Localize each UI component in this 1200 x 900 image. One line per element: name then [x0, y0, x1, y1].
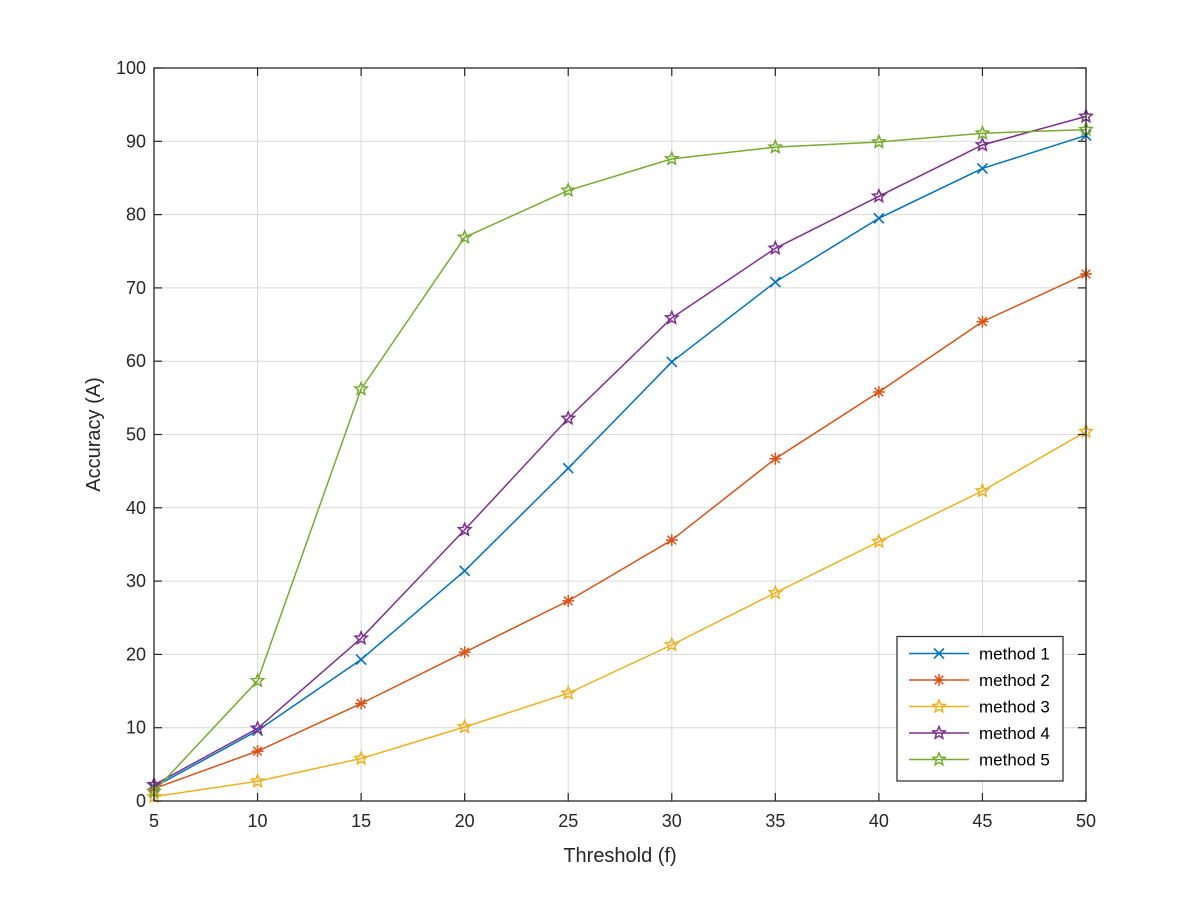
y-tick-label: 0: [136, 791, 146, 811]
data-point: [767, 138, 784, 155]
x-tick-label: 5: [149, 811, 159, 831]
data-point: [249, 719, 266, 736]
series-line: [153, 430, 1087, 798]
y-tick-label: 90: [126, 131, 146, 151]
data-point: [872, 385, 885, 398]
x-axis-label: Threshold (f): [563, 845, 676, 867]
x-tick-label: 15: [351, 811, 371, 831]
data-point: [666, 356, 678, 368]
data-point: [769, 276, 781, 288]
data-point: [251, 745, 264, 758]
legend-marker: [930, 751, 948, 767]
legend-label: method 4: [979, 724, 1050, 743]
legend-marker: [933, 647, 945, 660]
legend-label: method 5: [979, 751, 1050, 770]
data-point: [456, 228, 473, 245]
data-point: [456, 521, 473, 537]
legend: method 1 method 2 method 3 method 4 method 5: [896, 635, 1064, 782]
y-tick-label: 100: [116, 58, 146, 78]
data-point: [870, 533, 887, 549]
x-tick-label: 20: [455, 811, 475, 831]
series-line: [153, 128, 1087, 792]
x-tick-label: 30: [662, 811, 682, 831]
data-point: [976, 315, 989, 328]
data-point: [353, 629, 370, 646]
data-point: [663, 309, 680, 325]
series-layer: [145, 107, 1095, 804]
x-tick-label: 40: [869, 811, 889, 831]
data-point: [767, 584, 784, 600]
data-point: [974, 136, 991, 152]
data-point: [353, 380, 370, 396]
legend-item: method 5: [909, 751, 1050, 770]
legend-marker: [933, 674, 945, 686]
data-point: [560, 684, 577, 701]
data-point: [249, 772, 266, 789]
series-line: [153, 273, 1087, 790]
legend-item: method 2: [909, 671, 1050, 690]
data-point: [560, 181, 577, 198]
data-point: [663, 636, 680, 652]
y-tick-label: 10: [126, 718, 146, 738]
series-3: [145, 423, 1095, 804]
data-point: [353, 750, 370, 766]
data-point: [249, 672, 266, 688]
data-point: [355, 697, 368, 710]
y-tick-label: 50: [126, 425, 146, 445]
x-tick-label: 50: [1076, 811, 1096, 831]
data-point: [976, 162, 989, 174]
data-point: [873, 212, 885, 224]
data-point: [663, 150, 680, 166]
legend-label: method 2: [979, 671, 1050, 690]
legend-label: method 1: [979, 645, 1050, 664]
data-point: [974, 482, 991, 498]
y-tick-label: 80: [126, 205, 146, 225]
data-point: [458, 646, 471, 659]
data-point: [769, 452, 782, 465]
legend-box: [896, 635, 1064, 782]
data-point: [665, 534, 678, 547]
legend-item: method 1: [909, 645, 1050, 664]
y-tick-label: 30: [126, 571, 146, 591]
data-point: [562, 462, 574, 474]
x-tick-label: 25: [558, 811, 578, 831]
legend-marker: [930, 698, 948, 714]
legend-label: method 3: [979, 698, 1050, 717]
data-point: [562, 594, 575, 607]
y-tick-label: 70: [126, 278, 146, 298]
data-point: [767, 239, 784, 256]
x-tick-label: 10: [248, 811, 268, 831]
x-tick-label: 45: [972, 811, 992, 831]
legend-item: method 3: [909, 698, 1050, 717]
legend-marker: [930, 724, 948, 740]
data-point: [456, 718, 473, 734]
legend-item: method 4: [909, 724, 1050, 743]
data-point: [870, 187, 887, 204]
y-tick-label: 20: [126, 644, 146, 664]
series-line: [153, 115, 1087, 786]
data-point: [974, 124, 991, 141]
y-tick-label: 60: [126, 351, 146, 371]
data-point: [355, 653, 367, 666]
data-point: [870, 133, 887, 149]
y-tick-label: 40: [126, 498, 146, 518]
data-point: [459, 565, 471, 577]
x-tick-label: 35: [765, 811, 785, 831]
series-line: [153, 134, 1087, 788]
data-point: [560, 409, 577, 426]
axis-ticks: 5 10 15 20 25 30 35 40 45 50 0 10 20 30 40 50 60 70 80 90 10…: [116, 58, 1096, 831]
series-4: [145, 107, 1095, 792]
y-axis-label: Accuracy (A): [83, 377, 105, 491]
